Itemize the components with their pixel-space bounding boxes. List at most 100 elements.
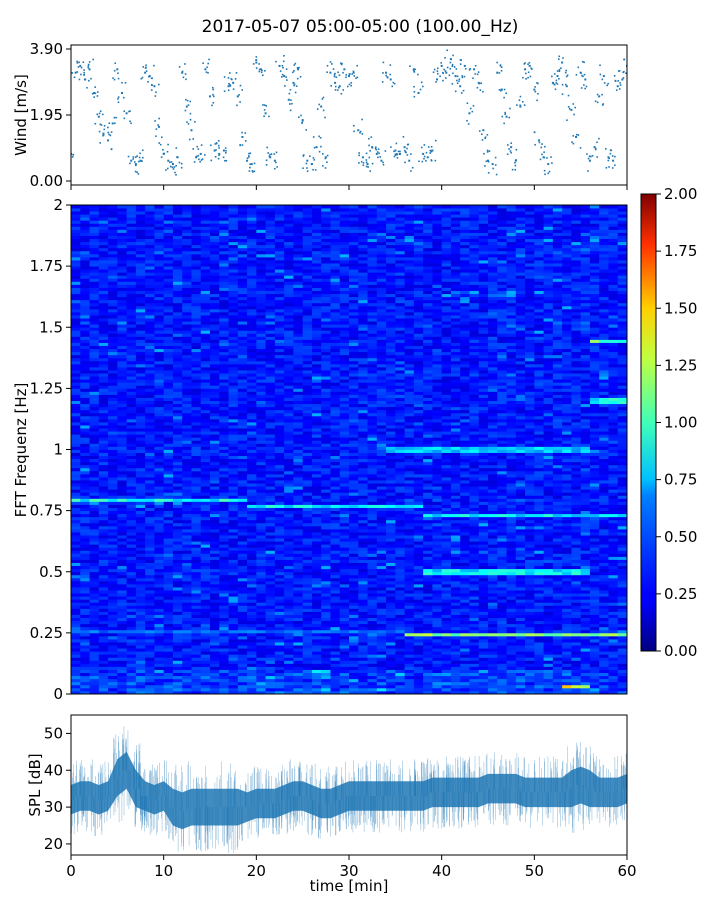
spectrogram-cell — [182, 599, 192, 602]
spectrogram-cell — [127, 505, 137, 508]
spectrogram-cell — [414, 529, 424, 532]
spectrogram-cell — [395, 483, 405, 486]
spectrogram-cell — [71, 529, 81, 532]
spectrogram-cell — [507, 670, 517, 673]
spectrogram-cell — [210, 553, 220, 556]
spectrogram-cell — [469, 550, 479, 553]
spectrogram-cell — [599, 611, 609, 614]
wind-point — [208, 59, 210, 61]
spectrogram-cell — [395, 642, 405, 645]
spectrogram-cell — [525, 685, 535, 688]
spectrogram-cell — [581, 636, 591, 639]
spectrogram-cell — [525, 556, 535, 559]
spectrogram-cell — [534, 666, 544, 669]
spectrogram-cell — [581, 489, 591, 492]
spectrogram-cell — [154, 670, 164, 673]
spectrogram-cell — [312, 578, 322, 581]
spectrogram-cell — [497, 541, 507, 544]
spectrogram-cell — [256, 657, 266, 660]
spectrogram-cell — [108, 544, 118, 547]
spectrogram-cell — [145, 578, 155, 581]
wind-point — [623, 71, 625, 73]
spectrogram-cell — [99, 636, 109, 639]
spectrogram-cell — [358, 535, 368, 538]
spectrogram-cell — [164, 569, 174, 572]
spectrogram-cell — [581, 599, 591, 602]
spectrogram-cell — [571, 636, 581, 639]
wind-point — [155, 91, 157, 93]
wind-point — [123, 97, 125, 99]
spectrogram-cell — [590, 520, 600, 523]
wind-point — [457, 75, 459, 77]
spectrogram-cell — [321, 618, 331, 621]
spectrogram-cell — [423, 572, 433, 575]
spectrogram-cell — [191, 599, 201, 602]
spectrogram-cell — [340, 627, 350, 630]
spectrogram-cell — [303, 520, 313, 523]
spectrogram-cell — [599, 688, 609, 691]
spectrogram-cell — [516, 560, 526, 563]
spectrogram-cell — [349, 550, 359, 553]
spectrogram-cell — [571, 633, 581, 636]
spectrogram-cell — [229, 688, 239, 691]
spectrogram-cell — [469, 556, 479, 559]
spectrogram-cell — [145, 520, 155, 523]
wind-point — [153, 65, 155, 67]
spectrogram-cell — [90, 593, 100, 596]
spectrogram-cell — [618, 651, 628, 654]
spectrogram-cell — [349, 501, 359, 504]
wind-point — [431, 146, 433, 148]
spectrogram-cell — [618, 578, 628, 581]
spectrogram-cell — [229, 676, 239, 679]
spectrogram-cell — [275, 486, 285, 489]
spectrogram-cell — [275, 679, 285, 682]
spectrogram-cell — [618, 611, 628, 614]
spectrogram-cell — [368, 514, 378, 517]
spectrogram-cell — [321, 590, 331, 593]
spectrogram-cell — [358, 590, 368, 593]
wind-point — [424, 156, 426, 158]
spectrogram-cell — [618, 636, 628, 639]
spectrogram-cell — [219, 523, 229, 526]
spectrogram-cell — [117, 682, 127, 685]
spectrogram-cell — [312, 520, 322, 523]
spectrogram-cell — [377, 645, 387, 648]
wind-point — [214, 143, 216, 145]
spectrogram-cell — [544, 514, 554, 517]
spectrogram-cell — [544, 651, 554, 654]
spectrogram-cell — [395, 645, 405, 648]
spectrogram-cell — [117, 529, 127, 532]
spectrogram-cell — [460, 648, 470, 651]
wind-point — [320, 106, 322, 108]
spectrogram-cell — [395, 566, 405, 569]
spectrogram-cell — [256, 560, 266, 563]
wind-point — [510, 150, 512, 152]
spectrogram-cell — [201, 654, 211, 657]
spectrogram-cell — [562, 581, 572, 584]
spectrogram-cell — [284, 648, 294, 651]
spectrogram-cell — [229, 514, 239, 517]
wind-point — [314, 147, 316, 149]
spectrogram-cell — [358, 541, 368, 544]
wind-point — [541, 154, 543, 156]
spectrogram-cell — [423, 599, 433, 602]
spectrogram-cell — [182, 593, 192, 596]
spectrogram-cell — [117, 596, 127, 599]
spectrogram-cell — [618, 663, 628, 666]
spectrogram-cell — [590, 560, 600, 563]
wind-point — [554, 84, 556, 86]
spectrogram-cell — [247, 544, 257, 547]
spectrogram-cell — [256, 688, 266, 691]
spectrogram-cell — [442, 611, 452, 614]
spectrogram-cell — [525, 651, 535, 654]
spectrogram-cell — [395, 673, 405, 676]
spectrogram-cell — [395, 685, 405, 688]
spectrogram-cell — [312, 599, 322, 602]
spectrogram-cell — [423, 514, 433, 517]
spectrogram-cell — [117, 627, 127, 630]
spectrogram-cell — [173, 602, 183, 605]
spectrogram-cell — [423, 569, 433, 572]
spectrogram-cell — [608, 544, 618, 547]
spectrogram-cell — [599, 532, 609, 535]
spectrogram-cell — [544, 670, 554, 673]
